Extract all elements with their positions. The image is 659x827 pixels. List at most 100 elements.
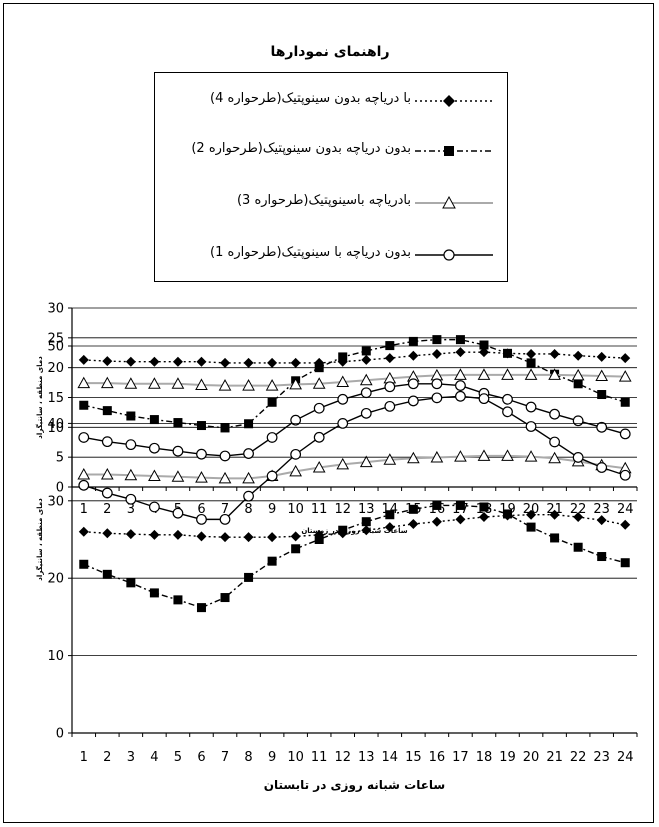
legend-swatch-dotted-diamond — [415, 95, 493, 107]
x-tick-label: 12 — [334, 750, 351, 765]
marker-diamond — [149, 356, 160, 367]
marker-diamond — [125, 529, 136, 540]
marker-triangle — [501, 449, 514, 461]
y-tick-label: 10 — [47, 421, 64, 436]
y-tick-label: 50 — [47, 340, 64, 355]
marker-circle — [219, 513, 231, 525]
marker-circle — [360, 407, 372, 419]
marker-triangle — [548, 451, 561, 464]
marker-triangle — [195, 471, 208, 483]
marker-triangle — [289, 464, 302, 477]
x-tick-label: 22 — [570, 750, 587, 765]
marker-circle — [619, 469, 631, 481]
marker-square — [385, 510, 395, 520]
marker-circle — [172, 507, 184, 519]
marker-circle — [148, 501, 160, 513]
y-axis-label: دمای منطقه ، سانتیگراد — [35, 356, 44, 439]
y-tick-label: 30 — [47, 494, 64, 509]
series-triangle — [77, 449, 632, 484]
marker-triangle — [595, 369, 609, 382]
x-tick-label: 6 — [197, 750, 205, 765]
marker-diamond — [408, 519, 419, 530]
series-circle — [78, 390, 631, 525]
marker-triangle — [477, 368, 491, 380]
y-tick-label: 40 — [47, 417, 64, 432]
marker-square — [361, 517, 371, 527]
marker-square — [620, 397, 630, 407]
marker-circle — [572, 452, 584, 463]
x-tick-label: 13 — [358, 502, 375, 517]
marker-triangle — [501, 368, 514, 380]
marker-square — [173, 595, 183, 605]
marker-triangle — [548, 368, 561, 380]
marker-circle — [407, 378, 419, 390]
marker-triangle — [524, 450, 538, 462]
x-tick-label: 16 — [429, 750, 446, 765]
marker-diamond — [573, 350, 584, 361]
marker-circle — [384, 381, 396, 393]
marker-circle — [384, 400, 396, 412]
marker-triangle — [171, 377, 185, 389]
marker-diamond — [455, 514, 466, 525]
marker-circle — [360, 387, 372, 399]
x-tick-label: 9 — [268, 750, 276, 765]
marker-square — [479, 340, 489, 350]
marker-square — [220, 593, 230, 603]
marker-diamond — [102, 356, 113, 367]
marker-diamond — [290, 357, 301, 368]
marker-diamond — [596, 515, 607, 526]
x-tick-label: 20 — [523, 750, 540, 765]
y-tick-label: 0 — [56, 727, 64, 742]
marker-circle — [502, 406, 513, 418]
marker-triangle — [618, 370, 632, 382]
marker-circle — [125, 439, 137, 451]
marker-triangle — [124, 377, 138, 389]
marker-triangle — [218, 471, 232, 484]
marker-diamond — [620, 519, 631, 530]
marker-triangle — [289, 377, 302, 390]
marker-diamond — [408, 350, 419, 361]
marker-diamond — [620, 353, 631, 364]
legend-swatch-gray-triangle — [415, 195, 493, 209]
marker-square — [573, 542, 583, 552]
marker-triangle — [336, 457, 350, 470]
y-tick-label: 20 — [47, 361, 64, 376]
marker-circle — [148, 442, 160, 454]
marker-circle — [125, 493, 137, 505]
marker-circle — [502, 393, 513, 405]
marker-square — [267, 556, 277, 566]
marker-square — [102, 569, 112, 579]
marker-circle — [596, 421, 608, 433]
series-line — [83, 373, 626, 387]
x-tick-label: 21 — [546, 750, 563, 765]
series-line — [83, 383, 626, 457]
marker-triangle — [407, 451, 420, 464]
x-tick-label: 14 — [382, 750, 399, 765]
marker-square — [196, 603, 206, 613]
legend-item-scenario-3: بادریاچه باسینوپتیک(طرحواره 3) — [155, 187, 509, 217]
x-tick-label: 1 — [80, 502, 88, 517]
marker-diamond — [526, 509, 537, 520]
charts-canvas: 0510152025301234567891011121314151617181… — [35, 302, 638, 793]
marker-square — [455, 335, 465, 345]
marker-triangle — [77, 376, 91, 389]
marker-triangle — [218, 379, 232, 391]
x-tick-label: 4 — [150, 750, 158, 765]
marker-diamond — [526, 348, 537, 359]
marker-triangle — [100, 376, 114, 389]
marker-square — [149, 588, 159, 598]
y-axis-label: دمای منطقه ، سانتیگراد — [35, 498, 44, 581]
marker-diamond — [125, 356, 136, 367]
x-tick-label: 9 — [268, 502, 276, 517]
marker-square — [361, 346, 371, 356]
marker-circle — [266, 432, 278, 443]
x-tick-label: 11 — [311, 750, 328, 765]
legend-item-scenario-2: بدون دریاچه بدون سینوپتیک(طرحواره 2) — [155, 135, 509, 165]
y-tick-label: 25 — [47, 331, 64, 346]
marker-square — [408, 336, 418, 346]
y-tick-label: 10 — [47, 649, 64, 664]
y-tick-label: 30 — [47, 302, 64, 317]
marker-square — [126, 578, 136, 588]
x-tick-label: 2 — [103, 502, 111, 517]
marker-diamond — [431, 348, 442, 359]
